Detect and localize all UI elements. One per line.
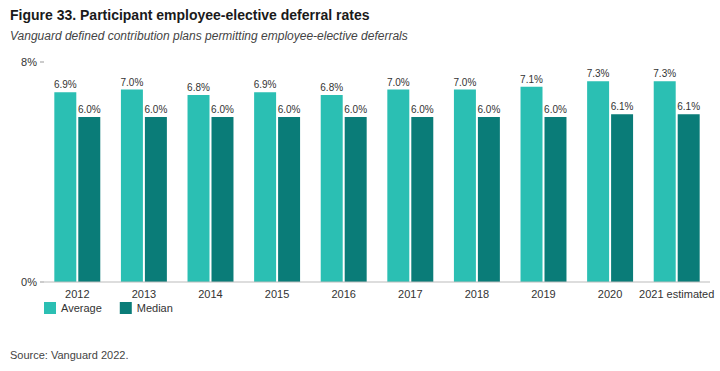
x-tick-label: 2016 [331,288,355,300]
data-label: 6.8% [320,82,343,93]
bar [678,114,700,282]
bar [188,95,210,282]
y-tick [40,62,44,63]
data-label: 7.1% [520,74,543,85]
x-tick-label: 2014 [198,288,222,300]
x-tick-label: 2013 [132,288,156,300]
data-label: 7.0% [121,77,144,88]
bar [611,114,633,282]
data-label: 7.3% [587,68,610,79]
bar [345,117,367,282]
bar [387,90,409,283]
x-tick-label: 2020 [598,288,622,300]
bar [654,81,676,282]
bar [321,95,343,282]
data-label: 6.0% [544,104,567,115]
bar [212,117,234,282]
bar [478,117,500,282]
title: Figure 33. Participant employee-elective… [10,7,370,23]
data-label: 6.0% [211,104,234,115]
chart: Figure 33. Participant employee-elective… [0,0,720,371]
legend-label: Median [137,302,173,314]
x-tick-label: 2017 [398,288,422,300]
bar [454,90,476,283]
bars [54,81,699,282]
bar [587,81,609,282]
x-tick-label: 2021 estimated [639,288,714,300]
y-tick-label: 8% [21,56,37,68]
data-label: 6.0% [144,104,167,115]
data-label: 7.3% [653,68,676,79]
data-label: 6.9% [54,79,77,90]
x-tick-label: 2018 [465,288,489,300]
bar [78,117,100,282]
data-label: 7.0% [454,77,477,88]
y-tick-label: 0% [21,276,37,288]
bar [121,90,143,283]
subtitle: Vanguard defined contribution plans perm… [10,29,408,43]
data-label: 6.9% [254,79,277,90]
data-label: 6.0% [278,104,301,115]
legend-swatch [120,302,132,314]
bar [145,117,167,282]
x-tick-label: 2012 [65,288,89,300]
bar [254,92,276,282]
bar [521,87,543,282]
data-label: 6.1% [611,101,634,112]
x-tick-label: 2019 [531,288,555,300]
bar [411,117,433,282]
x-tick-label: 2015 [265,288,289,300]
bar [545,117,567,282]
data-label: 7.0% [387,77,410,88]
data-label: 6.0% [344,104,367,115]
data-label: 6.0% [411,104,434,115]
data-label: 6.1% [677,101,700,112]
bar [278,117,300,282]
data-label: 6.8% [187,82,210,93]
data-label: 6.0% [477,104,500,115]
x-axis-line [44,282,710,283]
legend-label: Average [61,302,102,314]
legend-swatch [44,302,56,314]
data-label: 6.0% [78,104,101,115]
bar [54,92,76,282]
y-tick [40,282,44,283]
source-note: Source: Vanguard 2022. [10,349,128,361]
